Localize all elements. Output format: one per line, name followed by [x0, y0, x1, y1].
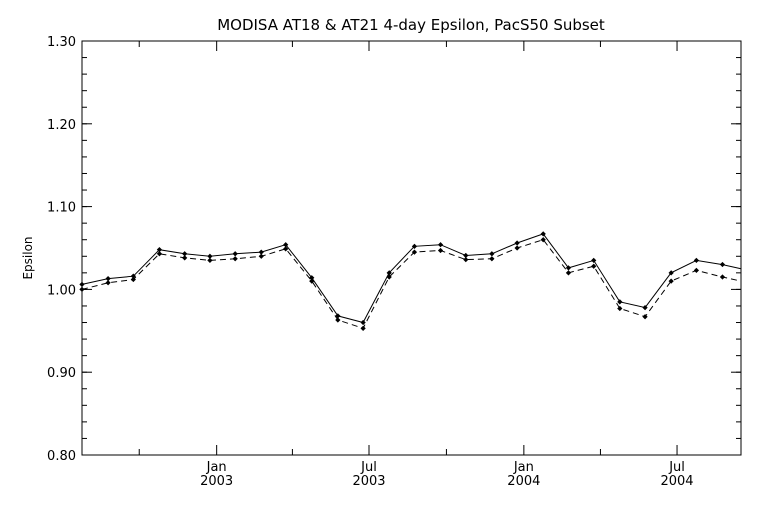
data-point-dashed — [565, 270, 572, 276]
series-line-solid — [81, 233, 742, 324]
data-point-solid — [693, 257, 700, 264]
data-point-solid — [79, 281, 85, 288]
series-group — [79, 231, 742, 331]
data-point-solid — [360, 319, 366, 326]
data-point-dashed — [283, 246, 289, 252]
plot-frame — [81, 40, 742, 456]
x-tick-year: 2004 — [507, 474, 540, 489]
x-tick-year: 2003 — [200, 474, 233, 489]
data-point-dashed — [309, 278, 315, 284]
data-point-dashed — [514, 245, 520, 251]
data-point-dashed — [360, 325, 366, 331]
data-point-solid — [617, 299, 623, 305]
data-point-dashed — [232, 256, 238, 262]
y-tick-label: 1.00 — [47, 283, 76, 298]
data-point-dashed — [335, 317, 341, 323]
data-point-dashed — [411, 249, 418, 255]
y-tick-label: 1.10 — [47, 201, 76, 216]
data-point-dashed — [642, 314, 648, 320]
x-tick-month: Jan — [513, 460, 534, 475]
y-tick-label: 1.30 — [47, 35, 76, 50]
data-point-dashed — [591, 263, 597, 269]
data-point-dashed — [79, 286, 85, 293]
data-point-solid — [565, 265, 572, 271]
x-tick-year: 2004 — [660, 474, 693, 489]
data-point-dashed — [540, 237, 546, 243]
y-axis: 0.80 0.90 1.00 1.10 1.20 1.30 — [47, 35, 741, 464]
data-point-solid — [591, 257, 597, 264]
data-point-dashed — [130, 276, 136, 283]
data-point-dashed — [668, 278, 674, 284]
y-tick-label: 1.20 — [47, 118, 76, 133]
data-point-solid — [668, 270, 674, 276]
data-point-dashed — [489, 256, 495, 262]
data-point-solid — [642, 304, 648, 311]
data-point-solid — [719, 261, 726, 268]
y-axis-label: Epsilon — [21, 236, 35, 279]
data-point-solid — [437, 242, 444, 248]
data-point-solid — [232, 251, 238, 257]
data-point-dashed — [105, 280, 111, 286]
data-point-dashed — [156, 251, 163, 257]
x-tick-month: Jan — [206, 460, 227, 475]
x-tick-month: Jul — [360, 460, 377, 475]
x-tick-month: Jul — [668, 460, 685, 475]
data-point-solid — [411, 243, 418, 249]
data-point-dashed — [207, 257, 213, 264]
data-point-dashed — [693, 267, 700, 273]
data-point-dashed — [617, 305, 623, 312]
data-point-dashed — [463, 256, 469, 263]
data-point-solid — [540, 231, 546, 237]
data-point-dashed — [386, 274, 392, 280]
data-point-solid — [489, 251, 495, 257]
chart-title: MODISA AT18 & AT21 4-day Epsilon, PacS50… — [217, 16, 605, 34]
data-point-solid — [514, 240, 520, 246]
data-point-dashed — [258, 253, 264, 259]
data-point-dashed — [437, 247, 444, 254]
data-point-dashed — [719, 274, 726, 280]
data-point-dashed — [182, 255, 188, 261]
y-tick-label: 0.80 — [47, 449, 76, 464]
x-tick-year: 2003 — [352, 474, 385, 489]
y-tick-label: 0.90 — [47, 366, 76, 381]
